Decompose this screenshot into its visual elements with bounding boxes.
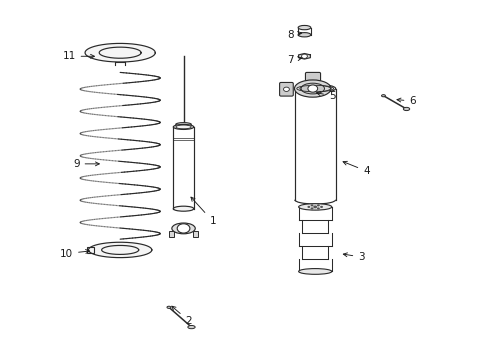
Ellipse shape — [171, 223, 195, 234]
Ellipse shape — [403, 107, 409, 111]
Circle shape — [316, 204, 319, 206]
Circle shape — [310, 207, 313, 210]
Circle shape — [316, 207, 319, 210]
Ellipse shape — [298, 204, 331, 210]
Ellipse shape — [166, 306, 170, 309]
Ellipse shape — [173, 125, 193, 130]
Polygon shape — [298, 54, 310, 59]
Circle shape — [310, 204, 313, 206]
Text: 5: 5 — [316, 91, 335, 101]
Text: 9: 9 — [73, 159, 99, 169]
Text: 7: 7 — [287, 55, 301, 65]
Circle shape — [313, 206, 317, 208]
Text: 3: 3 — [343, 252, 364, 262]
Circle shape — [283, 87, 289, 91]
Ellipse shape — [298, 26, 310, 30]
Ellipse shape — [294, 84, 335, 93]
Ellipse shape — [294, 80, 330, 97]
Circle shape — [307, 206, 310, 208]
FancyBboxPatch shape — [279, 82, 293, 96]
Circle shape — [177, 224, 189, 233]
Text: 10: 10 — [60, 248, 89, 258]
Circle shape — [301, 54, 307, 58]
Bar — [168, 231, 173, 237]
Ellipse shape — [175, 123, 191, 126]
Text: 4: 4 — [343, 161, 369, 176]
Bar — [193, 231, 198, 237]
Ellipse shape — [187, 325, 195, 329]
Circle shape — [320, 206, 323, 208]
FancyBboxPatch shape — [305, 72, 320, 82]
Text: 1: 1 — [191, 197, 216, 226]
Ellipse shape — [173, 206, 193, 211]
Ellipse shape — [381, 95, 385, 97]
Bar — [87, 247, 94, 253]
Polygon shape — [85, 44, 155, 62]
Text: 8: 8 — [287, 30, 301, 40]
Text: 11: 11 — [62, 51, 94, 61]
Text: 2: 2 — [171, 306, 191, 325]
Ellipse shape — [301, 83, 324, 94]
Polygon shape — [88, 242, 152, 258]
Circle shape — [307, 85, 317, 92]
Ellipse shape — [298, 33, 310, 37]
Ellipse shape — [298, 269, 331, 274]
Text: 6: 6 — [396, 96, 415, 106]
